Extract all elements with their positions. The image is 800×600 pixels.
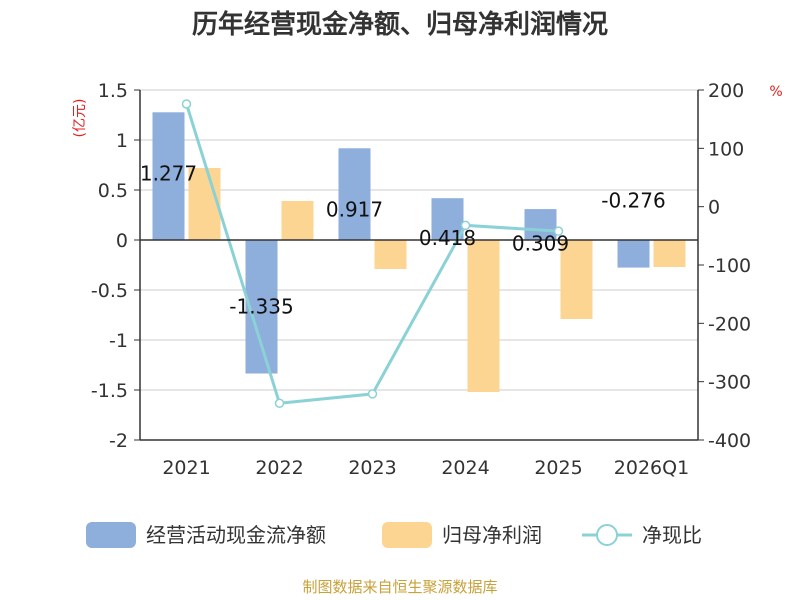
right-tick-label: -400 — [708, 430, 751, 452]
chart-title: 历年经营现金净额、归母净利润情况 — [192, 9, 608, 40]
right-tick-label: -100 — [708, 255, 751, 277]
cash-flow-bar — [338, 148, 371, 240]
cash-flow-data-label: 0.917 — [326, 197, 383, 221]
axes — [139, 90, 699, 441]
left-tick-label: -1.5 — [91, 380, 128, 402]
cash-flow-bars — [152, 112, 650, 374]
left-tick-label: -2 — [109, 430, 128, 452]
net-profit-bar — [653, 240, 686, 267]
cash-flow-bar — [617, 240, 650, 268]
cash-flow-bar — [152, 112, 185, 240]
left-tick-label: 1 — [116, 130, 128, 152]
right-tick-label: 200 — [708, 80, 744, 102]
x-tick-label: 2024 — [441, 457, 489, 479]
left-tick-label: 0.5 — [98, 180, 128, 202]
ratio-point — [460, 220, 471, 231]
net-profit-bars — [188, 168, 686, 392]
legend-swatch-net-profit — [382, 522, 432, 548]
x-tick-label: 2025 — [534, 457, 582, 479]
left-axis-unit: (亿元) — [72, 99, 88, 138]
data-labels: 1.277 -1.335 0.917 0.418 0.309 -0.276 — [140, 161, 666, 318]
net-profit-bar — [374, 240, 407, 269]
net-profit-bar — [188, 168, 221, 240]
cash-flow-data-label: 0.418 — [419, 226, 476, 250]
source-note: 制图数据来自恒生聚源数据库 — [302, 578, 497, 596]
left-axis-ticks: 1.5 1 0.5 0 -0.5 -1 -1.5 -2 — [91, 80, 140, 452]
ratio-line-path — [185, 103, 559, 405]
cash-flow-data-label: -1.335 — [229, 295, 293, 319]
ratio-point — [274, 398, 285, 408]
grid — [140, 89, 698, 441]
left-tick-label: -1 — [109, 330, 128, 352]
x-tick-label: 2021 — [162, 457, 210, 479]
legend-swatch-ratio-marker — [596, 524, 618, 546]
right-tick-label: -200 — [708, 313, 751, 335]
cash-flow-data-label: -0.276 — [601, 189, 665, 213]
ratio-line — [181, 99, 564, 408]
net-profit-bar — [560, 240, 593, 319]
x-axis-ticks: 2021 2022 2023 2024 2025 2026Q1 — [162, 457, 689, 479]
net-profit-bar — [281, 201, 314, 240]
right-axis-ticks: 200 100 0 -100 -200 -300 -400 — [698, 80, 751, 452]
right-tick-label: 0 — [708, 197, 720, 219]
right-tick-label: 100 — [708, 138, 744, 160]
left-tick-label: 1.5 — [98, 80, 128, 102]
legend-swatch-cash-flow — [86, 522, 136, 548]
ratio-point — [553, 226, 564, 236]
legend-label-cash-flow: 经营活动现金流净额 — [146, 523, 326, 547]
cash-flow-data-label: 0.309 — [512, 232, 569, 256]
x-tick-label: 2022 — [255, 457, 303, 479]
legend-label-net-profit: 归母净利润 — [442, 523, 542, 547]
ratio-point — [367, 389, 378, 399]
legend: 经营活动现金流净额 归母净利润 净现比 — [86, 522, 702, 548]
net-profit-bar — [467, 240, 500, 392]
cash-flow-data-label: 1.277 — [140, 161, 197, 185]
cash-flow-bar — [431, 198, 464, 240]
legend-label-ratio: 净现比 — [642, 523, 702, 547]
x-tick-label: 2026Q1 — [614, 457, 689, 479]
left-tick-label: -0.5 — [91, 280, 128, 302]
right-axis-unit: % — [769, 84, 782, 100]
left-tick-label: 0 — [116, 230, 128, 252]
cash-flow-bar — [524, 209, 557, 240]
ratio-point — [181, 99, 192, 109]
right-tick-label: -300 — [708, 372, 751, 394]
x-tick-label: 2023 — [348, 457, 396, 479]
